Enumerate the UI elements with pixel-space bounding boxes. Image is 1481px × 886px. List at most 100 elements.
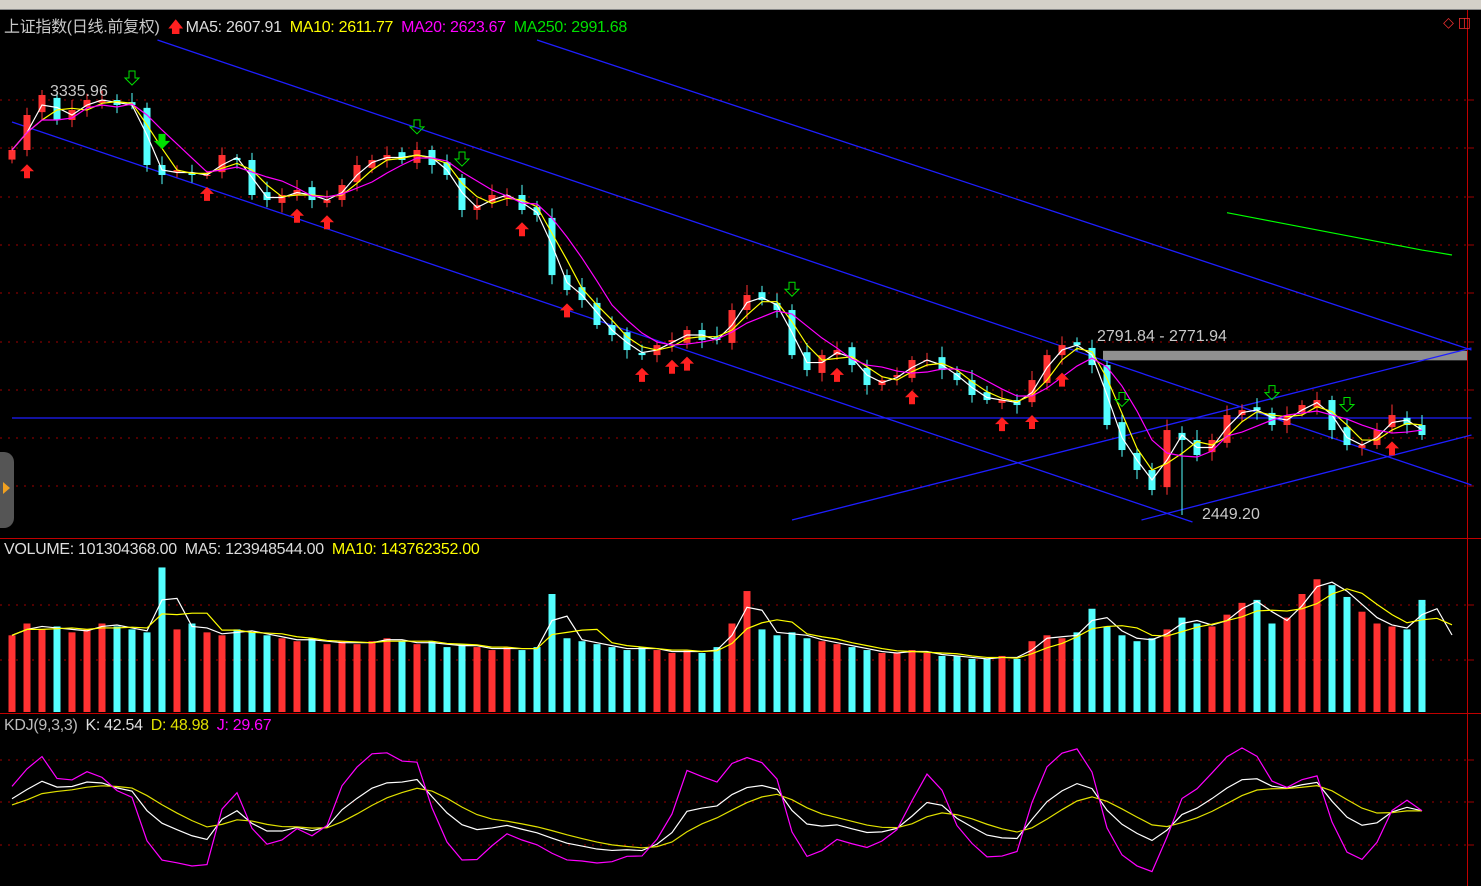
- volume-bar: [158, 567, 166, 712]
- volume-bar: [458, 644, 466, 712]
- extreme-price-label: 3335.96: [50, 83, 108, 100]
- candle-body: [8, 149, 16, 160]
- k-line: [11, 778, 1423, 852]
- candle-body: [1163, 430, 1171, 488]
- volume-bar: [1208, 626, 1216, 712]
- volume-bar: [1238, 602, 1246, 712]
- sell-arrow-icon: [1263, 385, 1281, 401]
- volume-bar: [263, 635, 271, 712]
- trend-line: [791, 347, 1472, 521]
- window-controls[interactable]: ◇ ◫: [1443, 14, 1471, 31]
- candle-body: [1298, 405, 1306, 413]
- sell-arrow-icon: [783, 281, 801, 297]
- candle-body: [458, 177, 466, 210]
- volume-bar: [128, 629, 136, 712]
- volume-bar: [1223, 614, 1231, 712]
- kdj-pane-header: KDJ(9,3,3) K: 42.54 D: 48.98 J: 29.67: [4, 717, 279, 735]
- candle-body: [818, 355, 826, 373]
- buy-arrow-icon: [1025, 414, 1039, 429]
- candle-body: [1223, 415, 1231, 443]
- candle-body: [173, 170, 181, 173]
- candle-body: [758, 292, 766, 301]
- volume-bar: [503, 647, 511, 712]
- volume-bar: [563, 638, 571, 712]
- candle-body: [353, 164, 361, 183]
- toolbar-strip: [0, 0, 1481, 10]
- candle-body: [398, 152, 406, 161]
- volume-bar: [1103, 626, 1111, 712]
- extreme-price-label: 2449.20: [1202, 506, 1260, 523]
- volume-bar: [773, 635, 781, 712]
- buy-arrow-icon: [1385, 441, 1399, 456]
- volume-bar: [758, 629, 766, 712]
- candle-body: [593, 302, 601, 326]
- candle-body: [1268, 412, 1276, 426]
- volume-bar: [1343, 596, 1351, 712]
- trend-line: [536, 39, 1472, 351]
- volume-ma10-line: [11, 588, 1453, 659]
- volume-bar: [848, 647, 856, 712]
- candle-body: [98, 99, 106, 103]
- candle-body: [953, 372, 961, 381]
- volume-bar: [1313, 579, 1321, 712]
- volume-bar: [623, 650, 631, 712]
- volume-bar: [1013, 658, 1021, 712]
- candle-body: [578, 287, 586, 301]
- ma10-value: MA10: 2611.77: [289, 19, 394, 36]
- candle-body: [53, 97, 61, 120]
- volume-bar: [1118, 635, 1126, 712]
- volume-bar: [1418, 599, 1426, 712]
- candle-body: [1403, 417, 1411, 426]
- candle-body: [1358, 445, 1366, 448]
- volume-bar: [428, 641, 436, 712]
- buy-arrow-icon: [560, 303, 574, 318]
- candle-body: [1313, 400, 1321, 408]
- volume-bar: [698, 653, 706, 712]
- volume-bar: [803, 638, 811, 712]
- candle-body: [308, 187, 316, 201]
- buy-arrow-icon: [290, 208, 304, 223]
- kdj-title: KDJ(9,3,3): [4, 717, 78, 734]
- candle-body: [413, 149, 421, 163]
- diamond-icon[interactable]: ◇: [1443, 14, 1454, 30]
- side-panel-collapse-button[interactable]: [0, 452, 14, 528]
- candle-body: [38, 95, 46, 113]
- sell-arrow-icon: [408, 119, 426, 135]
- candle-body: [803, 352, 811, 371]
- volume-ma5-line: [11, 581, 1453, 660]
- volume-bar: [308, 638, 316, 712]
- arrow-right-icon: [3, 482, 10, 494]
- price-pane-header: 上证指数(日线.前复权) 🡅 MA5: 2607.91 MA10: 2611.77 MA…: [4, 13, 635, 43]
- panel-toggle-icon[interactable]: ◫: [1457, 14, 1471, 30]
- sell-arrow-icon: [153, 133, 171, 150]
- d-value: D: 48.98: [150, 717, 209, 734]
- volume-bar: [953, 655, 961, 712]
- volume-bar: [983, 658, 991, 712]
- volume-bar: [833, 644, 841, 712]
- candle-body: [1388, 415, 1396, 428]
- candle-body: [443, 162, 451, 176]
- k-value: K: 42.54: [85, 717, 143, 734]
- buy-arrow-icon: [995, 417, 1009, 432]
- volume-ma10-value: MA10: 143762352.00: [331, 541, 480, 558]
- buy-arrow-icon: [1055, 372, 1069, 387]
- volume-bar: [878, 653, 886, 712]
- volume-bar: [143, 632, 151, 712]
- candle-body: [1043, 355, 1051, 383]
- volume-bar: [8, 635, 16, 712]
- buy-arrow-icon: [320, 215, 334, 230]
- volume-bar: [23, 623, 31, 712]
- buy-arrow-icon: [665, 359, 679, 374]
- volume-bar: [218, 635, 226, 712]
- volume-bar: [413, 644, 421, 712]
- volume-bar: [293, 641, 301, 712]
- volume-bar: [53, 626, 61, 712]
- ma250-value: MA250: 2991.68: [513, 19, 628, 36]
- volume-bar: [1253, 599, 1261, 712]
- candle-body: [278, 194, 286, 203]
- candle-body: [1253, 407, 1261, 411]
- volume-bar: [323, 644, 331, 712]
- sell-arrow-icon: [453, 151, 471, 167]
- volume-pane-header: VOLUME: 101304368.00 MA5: 123948544.00 MA1…: [4, 541, 487, 559]
